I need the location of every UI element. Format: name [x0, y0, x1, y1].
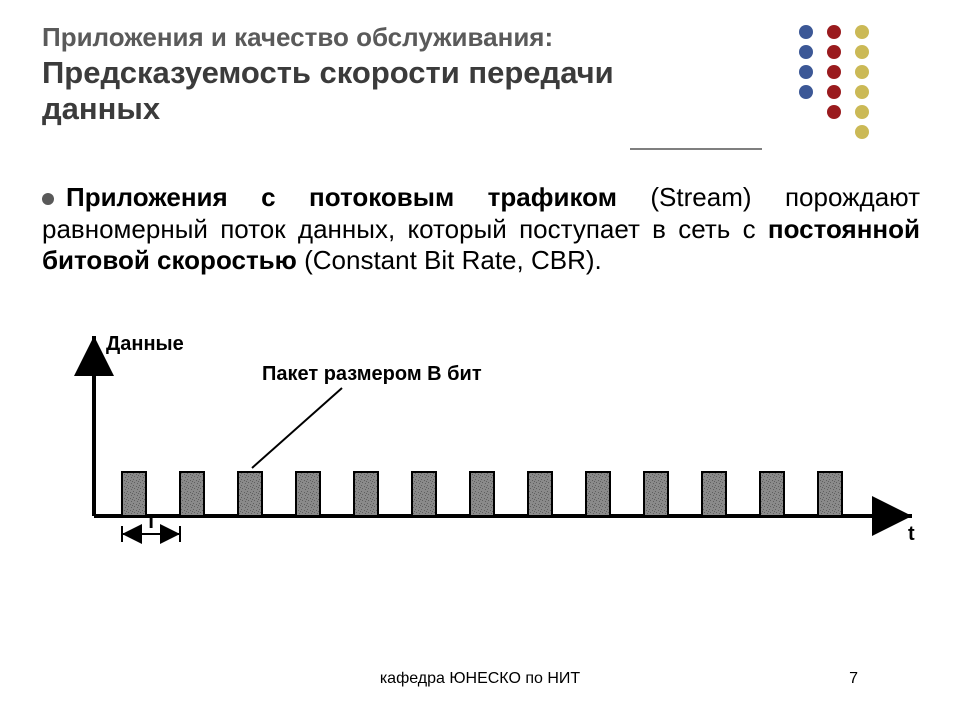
svg-text:t: t	[908, 523, 915, 545]
divider-line	[630, 148, 762, 150]
svg-text:Данные: Данные	[106, 333, 184, 355]
body-paragraph: Приложения с потоковым трафиком (Stream)…	[42, 182, 920, 277]
title-line2: Предсказуемость скорости передачи данных	[42, 55, 712, 126]
title-line1: Приложения и качество обслуживания:	[42, 22, 712, 53]
footer-text: кафедра ЮНЕСКО по НИТ	[0, 670, 960, 688]
body-seg2: (Constant Bit Rate, CBR).	[297, 245, 602, 275]
svg-text:Пакет размером В бит: Пакет размером В бит	[262, 363, 482, 385]
page-number: 7	[849, 670, 858, 688]
bullet-icon	[42, 193, 54, 205]
corner-dots	[792, 18, 912, 168]
slide-title: Приложения и качество обслуживания: Пред…	[42, 22, 712, 126]
svg-text:T: T	[145, 511, 157, 533]
cbr-chart: Данные t Пакет размером В бит T	[42, 328, 930, 558]
body-bold1: Приложения с потоковым трафиком	[66, 182, 617, 212]
